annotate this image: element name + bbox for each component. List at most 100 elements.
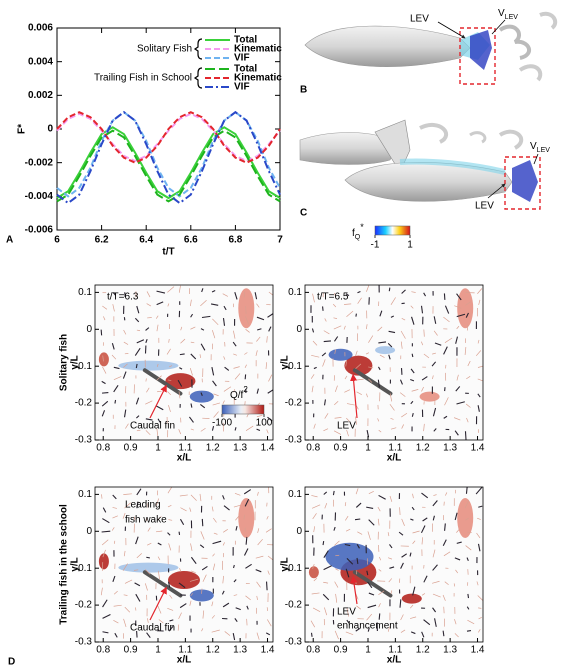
velocity-vector (443, 316, 450, 323)
flow-x-tick-label: 0.8 (96, 645, 110, 656)
velocity-vector (221, 590, 225, 595)
velocity-vector (377, 326, 383, 332)
velocity-vector (454, 512, 458, 521)
velocity-vector (245, 425, 254, 431)
velocity-vector (101, 391, 109, 394)
velocity-vector (399, 599, 402, 608)
velocity-vector (433, 330, 438, 336)
flow-y-tick-label: 0 (86, 526, 92, 537)
velocity-vector (421, 593, 426, 596)
velocity-vector (123, 550, 126, 557)
velocity-vector (388, 330, 396, 334)
velocity-vector (434, 342, 442, 346)
velocity-vector (211, 601, 214, 607)
velocity-vector (377, 518, 380, 526)
row-label: Trailing fish in the school (59, 504, 70, 625)
velocity-vector (222, 318, 226, 326)
y-tick-label: 0 (47, 124, 53, 135)
flow-x-tick-label: 0.9 (124, 645, 138, 656)
velocity-vector (244, 352, 248, 355)
y-tick-label: 0.002 (28, 90, 53, 101)
velocity-vector (233, 504, 242, 508)
flow-field (95, 487, 273, 642)
velocity-vector (224, 631, 231, 636)
velocity-vector (124, 579, 133, 584)
velocity-vector (401, 412, 408, 418)
velocity-vector (243, 489, 252, 495)
velocity-vector (378, 429, 382, 433)
legend-label: Total (234, 64, 257, 75)
velocity-vector (356, 391, 362, 395)
velocity-vector (465, 545, 472, 551)
velocity-vector (223, 305, 227, 311)
velocity-vector (234, 618, 238, 623)
flow-x-tick-label: 1.4 (261, 645, 275, 656)
velocity-vector (233, 389, 235, 393)
velocity-vector (243, 548, 249, 556)
velocity-vector (102, 507, 107, 513)
flow-x-tick-label: 0.9 (124, 443, 138, 454)
y-tick-label: -0.002 (25, 157, 54, 168)
velocity-vector (156, 428, 159, 437)
velocity-vector (146, 387, 150, 393)
velocity-vector (322, 593, 330, 601)
flow-x-label: x/L (387, 453, 401, 464)
velocity-vector (345, 515, 349, 521)
flow-x-tick-label: 1.4 (261, 443, 275, 454)
velocity-vector (389, 566, 395, 569)
velocity-vector (235, 607, 241, 611)
velocity-vector (377, 379, 380, 388)
velocity-vector (477, 517, 481, 520)
velocity-vector (256, 632, 260, 640)
velocity-vector (100, 587, 103, 596)
flow-y-tick-label: -0.3 (75, 637, 93, 648)
velocity-vector (400, 562, 404, 569)
velocity-vector (367, 604, 377, 609)
velocity-vector (389, 495, 393, 502)
velocity-vector (213, 517, 217, 523)
flow-y-tick-label: -0.2 (285, 600, 303, 611)
velocity-vector (134, 347, 141, 356)
velocity-vector (268, 374, 273, 382)
velocity-vector (233, 564, 235, 569)
velocity-vector (409, 604, 414, 609)
v-lev-label: VLEV (530, 141, 550, 154)
velocity-vector (323, 581, 329, 584)
legend-label: Kinematic (234, 44, 282, 55)
vortex-blob (168, 571, 200, 589)
velocity-vector (323, 565, 332, 571)
velocity-vector (200, 328, 205, 331)
q-colorbar-tick-label: -100 (212, 418, 232, 429)
velocity-vector (156, 324, 159, 332)
velocity-vector (265, 362, 268, 369)
velocity-vector (266, 336, 268, 343)
velocity-vector (255, 350, 258, 357)
velocity-vector (157, 556, 161, 561)
velocity-vector (398, 531, 404, 536)
flow-frame (304, 486, 484, 643)
vortex-blob (375, 346, 396, 355)
velocity-vector (355, 313, 357, 317)
vortex-blob (189, 390, 214, 403)
velocity-vector (190, 593, 194, 597)
velocity-vector (368, 335, 374, 343)
velocity-vector (235, 525, 238, 531)
velocity-vector (443, 346, 448, 355)
velocity-vector (444, 337, 453, 344)
velocity-vector (124, 606, 131, 613)
velocity-vector (136, 339, 145, 344)
flow-y-label: y/L (70, 355, 81, 369)
velocity-vector (389, 544, 393, 549)
velocity-vector (378, 569, 382, 572)
velocity-vector (213, 393, 219, 397)
velocity-vector (456, 313, 466, 318)
velocity-vector (211, 629, 220, 633)
velocity-vector (423, 353, 430, 359)
flow-y-tick-label: -0.2 (75, 600, 93, 611)
flow-y-label: y/L (280, 557, 291, 571)
x-tick-label: 6.6 (184, 235, 198, 246)
velocity-vector (234, 292, 238, 300)
vortex-blob (98, 352, 109, 367)
series-line (56, 112, 281, 163)
velocity-vector (333, 430, 342, 435)
